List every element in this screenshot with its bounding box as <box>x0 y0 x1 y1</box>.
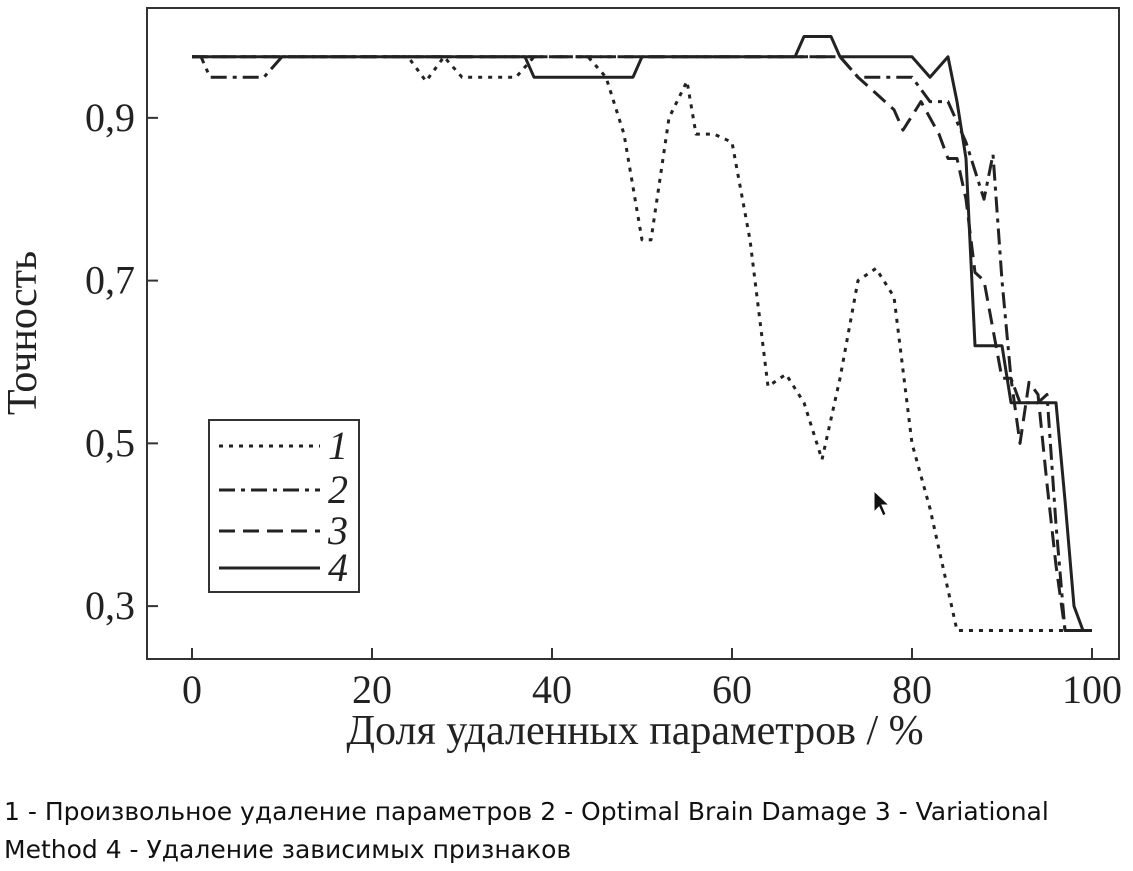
x-tick-label: 20 <box>352 667 392 712</box>
series-line-2 <box>192 55 1092 632</box>
mouse-pointer-icon <box>873 490 891 517</box>
y-axis-ticks: 0,3 0,5 0,7 0,9 <box>85 95 158 628</box>
x-tick-label: 100 <box>1062 667 1122 712</box>
series-layer <box>192 35 1092 632</box>
x-tick-label: 80 <box>892 667 932 712</box>
y-tick-label: 0,5 <box>85 420 135 465</box>
chart: 0 20 40 60 80 100 0,3 0,5 0,7 0,9 Доля удаленных… <box>0 7 1122 754</box>
legend-label-3: 3 <box>327 508 348 553</box>
y-tick-label: 0,3 <box>85 583 135 628</box>
x-tick-label: 40 <box>532 667 572 712</box>
plot-frame <box>146 7 1120 660</box>
series-line-4 <box>192 35 1092 632</box>
legend: 1 2 3 4 <box>208 419 360 593</box>
y-axis-title: Точность <box>0 251 46 415</box>
x-axis-title: Доля удаленных параметров / % <box>346 708 923 754</box>
legend-box <box>208 419 360 593</box>
figure-caption: 1 - Произвольное удаление параметров 2 -… <box>4 797 1049 864</box>
series-line-3 <box>192 55 1092 632</box>
x-tick-label: 60 <box>712 667 752 712</box>
legend-label-1: 1 <box>328 423 348 468</box>
y-tick-label: 0,9 <box>85 95 135 140</box>
x-axis-ticks: 0 20 40 60 80 100 <box>182 648 1122 712</box>
y-tick-label: 0,7 <box>85 258 135 303</box>
x-tick-label: 0 <box>182 667 202 712</box>
series-line-1 <box>192 55 1092 632</box>
legend-label-4: 4 <box>328 545 348 590</box>
legend-label-2: 2 <box>328 467 348 512</box>
